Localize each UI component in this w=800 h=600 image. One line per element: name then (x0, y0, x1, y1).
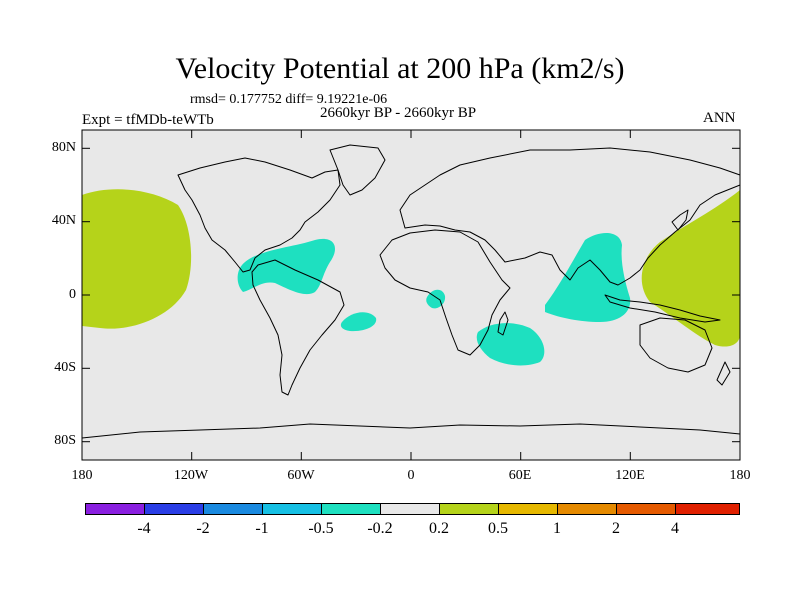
x-axis (81, 130, 741, 460)
positive-region-western-pacific (641, 190, 740, 347)
coastline-indonesia (604, 294, 721, 323)
colorbar-label: -0.2 (367, 520, 393, 537)
y-tick-label: 80S (54, 433, 76, 448)
coastlines (81, 144, 741, 439)
x-tick-label: 120E (615, 468, 645, 483)
colorbar-box (380, 503, 440, 515)
colorbar-label: 2 (612, 520, 620, 537)
colorbar-box (557, 503, 617, 515)
colorbar-box (203, 503, 263, 515)
coastline-japan (671, 209, 689, 231)
coastline-madagascar (497, 311, 509, 336)
x-tick-label: 180 (71, 468, 93, 483)
coastline-new-zealand (716, 361, 731, 386)
colorbar-label: 0.2 (429, 520, 449, 537)
coastline-australia (639, 317, 713, 373)
colorbar-label: -2 (196, 520, 210, 537)
plot-background (82, 130, 740, 460)
y-tick-label: 0 (69, 287, 76, 302)
x-tick-label: 120W (173, 468, 209, 483)
x-tick-label: 60E (508, 468, 532, 483)
colorbar-label: -4 (137, 520, 151, 537)
colorbar-box (85, 503, 145, 515)
negative-region-sw-indian-ocean (476, 323, 545, 366)
stats-label: rmsd= 0.177752 diff= 9.19221e-06 (190, 92, 388, 107)
colorbar-box (616, 503, 676, 515)
y-tick-label: 80N (51, 140, 76, 155)
colorbar-box (498, 503, 558, 515)
colorbar-box (439, 503, 499, 515)
colorbar-box (675, 503, 740, 515)
coastline-south-america (251, 259, 345, 396)
coastline-africa (379, 229, 511, 356)
x-tick-label: 0 (407, 468, 415, 483)
y-axis (82, 147, 740, 443)
colorbar-box (262, 503, 322, 515)
season-label: ANN (703, 110, 736, 126)
coastline-antarctica (81, 423, 741, 439)
x-tick-label: 180 (729, 468, 751, 483)
colorbar-box (321, 503, 381, 515)
coastline-north-america (177, 157, 341, 273)
colorbar-label: 4 (671, 520, 679, 537)
colorbar-label: 1 (553, 520, 561, 537)
experiment-label: Expt = tfMDb-teWTb (82, 112, 214, 128)
negative-region-caribbean (237, 238, 335, 295)
y-tick-label: 40S (54, 360, 76, 375)
y-tick-label: 40N (51, 213, 76, 228)
coastline-eurasia (399, 147, 741, 286)
map-title: Velocity Potential at 200 hPa (km2/s) (175, 52, 625, 85)
positive-region-central-pacific (82, 189, 192, 329)
coastline-greenland (329, 144, 386, 196)
x-tick-label: 60W (287, 468, 315, 483)
negative-region-south-atlantic (340, 312, 377, 332)
period-label: 2660kyr BP - 2660kyr BP (320, 105, 477, 121)
colorbar-label: -1 (255, 520, 269, 537)
colorbar-label: -0.5 (308, 520, 334, 537)
colorbar-box (144, 503, 204, 515)
colorbar-label: 0.5 (488, 520, 508, 537)
